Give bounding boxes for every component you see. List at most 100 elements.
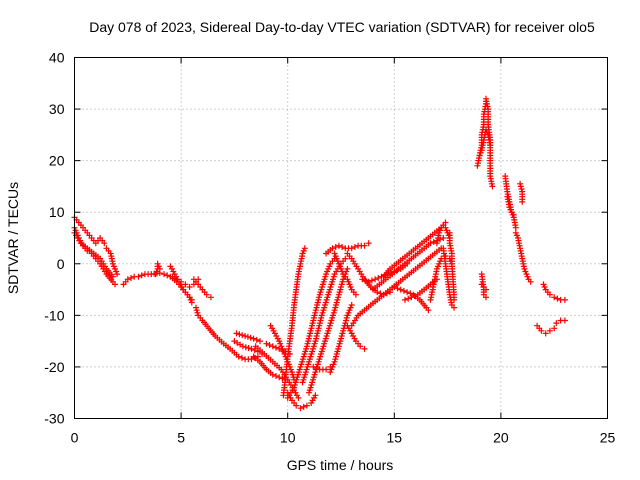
data-point [128,275,134,281]
series-arc-18 [280,245,308,399]
series-arc-11 [231,338,261,355]
data-point [112,281,118,288]
data-point [561,317,568,324]
y-tick-label: -30 [44,411,64,427]
series-arc-25 [331,250,359,298]
series-arc-43 [504,193,517,218]
y-tick-label: 10 [49,204,65,220]
data-point [342,255,349,262]
data-point [554,295,561,302]
x-axis-label: GPS time / hours [287,457,394,473]
data-point [374,289,381,296]
data-point [394,285,401,292]
data-point [303,402,310,409]
data-point [351,244,358,250]
series-arc-39 [476,126,494,159]
data-point [242,344,249,351]
x-tick-label: 20 [493,430,509,446]
data-point [156,265,163,272]
data-point [430,238,437,245]
data-point [300,403,307,410]
data-point [269,343,276,350]
data-point [411,293,418,299]
data-point [440,235,447,241]
data-point [239,332,246,339]
data-point [400,287,407,294]
series-arc-30 [370,235,447,293]
data-point [297,405,304,412]
data-point [169,273,176,280]
series-arc-24 [323,240,372,257]
data-point [124,276,131,283]
data-point [295,394,302,401]
data-point [101,240,108,247]
y-tick-label: 40 [49,50,65,66]
series-arc-32 [391,284,432,314]
data-point [397,286,404,293]
data-point [348,302,355,308]
series-arc-9 [190,276,214,301]
data-points [71,95,568,412]
y-tick-label: 0 [57,256,65,272]
data-point [164,272,171,279]
data-point [402,296,408,303]
data-point [313,365,320,372]
data-point [235,353,242,360]
x-tick-label: 5 [177,430,185,446]
series-arc-46 [534,322,558,337]
data-point [519,198,526,205]
data-point [510,211,517,218]
data-point [553,320,560,327]
series-arc-23 [327,302,355,376]
data-point [203,291,210,298]
data-point [512,224,519,231]
data-point [451,296,457,303]
data-point [207,294,214,301]
data-point [244,333,251,340]
data-point [301,245,308,252]
data-point [372,276,379,283]
series-arc-1 [71,214,108,247]
series-arc-36 [440,245,457,311]
data-point [375,275,382,281]
data-point [359,276,366,283]
data-point [405,295,412,302]
data-point [233,330,240,337]
data-point [312,392,319,399]
data-point [279,375,286,382]
series-arc-31 [380,219,449,280]
x-tick-label: 25 [600,430,616,446]
data-point [242,333,249,339]
series-arc-22 [310,363,334,373]
data-point [263,340,270,347]
data-point [377,290,384,297]
data-point [546,327,553,334]
data-point [538,327,545,334]
data-point [483,286,489,293]
data-point [269,371,276,378]
data-point [186,284,193,290]
y-axis-label: SDTVAR / TECUs [5,182,21,294]
data-point [239,343,246,350]
data-point [391,284,398,290]
series-arc-48 [553,317,568,327]
data-point [551,294,558,301]
data-point [527,278,534,285]
data-point [404,289,411,296]
data-point [357,343,364,350]
data-point [425,307,432,314]
chart-title: Day 078 of 2023, Sidereal Day-to-day VTE… [89,19,595,35]
y-tick-label: -10 [44,307,64,323]
data-point [276,374,283,381]
y-tick-label: 30 [49,101,65,117]
data-point [365,240,372,247]
data-point [361,242,368,249]
series-arc-3 [71,229,116,280]
data-point [489,183,496,190]
data-point [546,291,553,298]
data-point [188,296,195,303]
data-point [427,240,434,247]
y-tick-label: -20 [44,359,64,375]
